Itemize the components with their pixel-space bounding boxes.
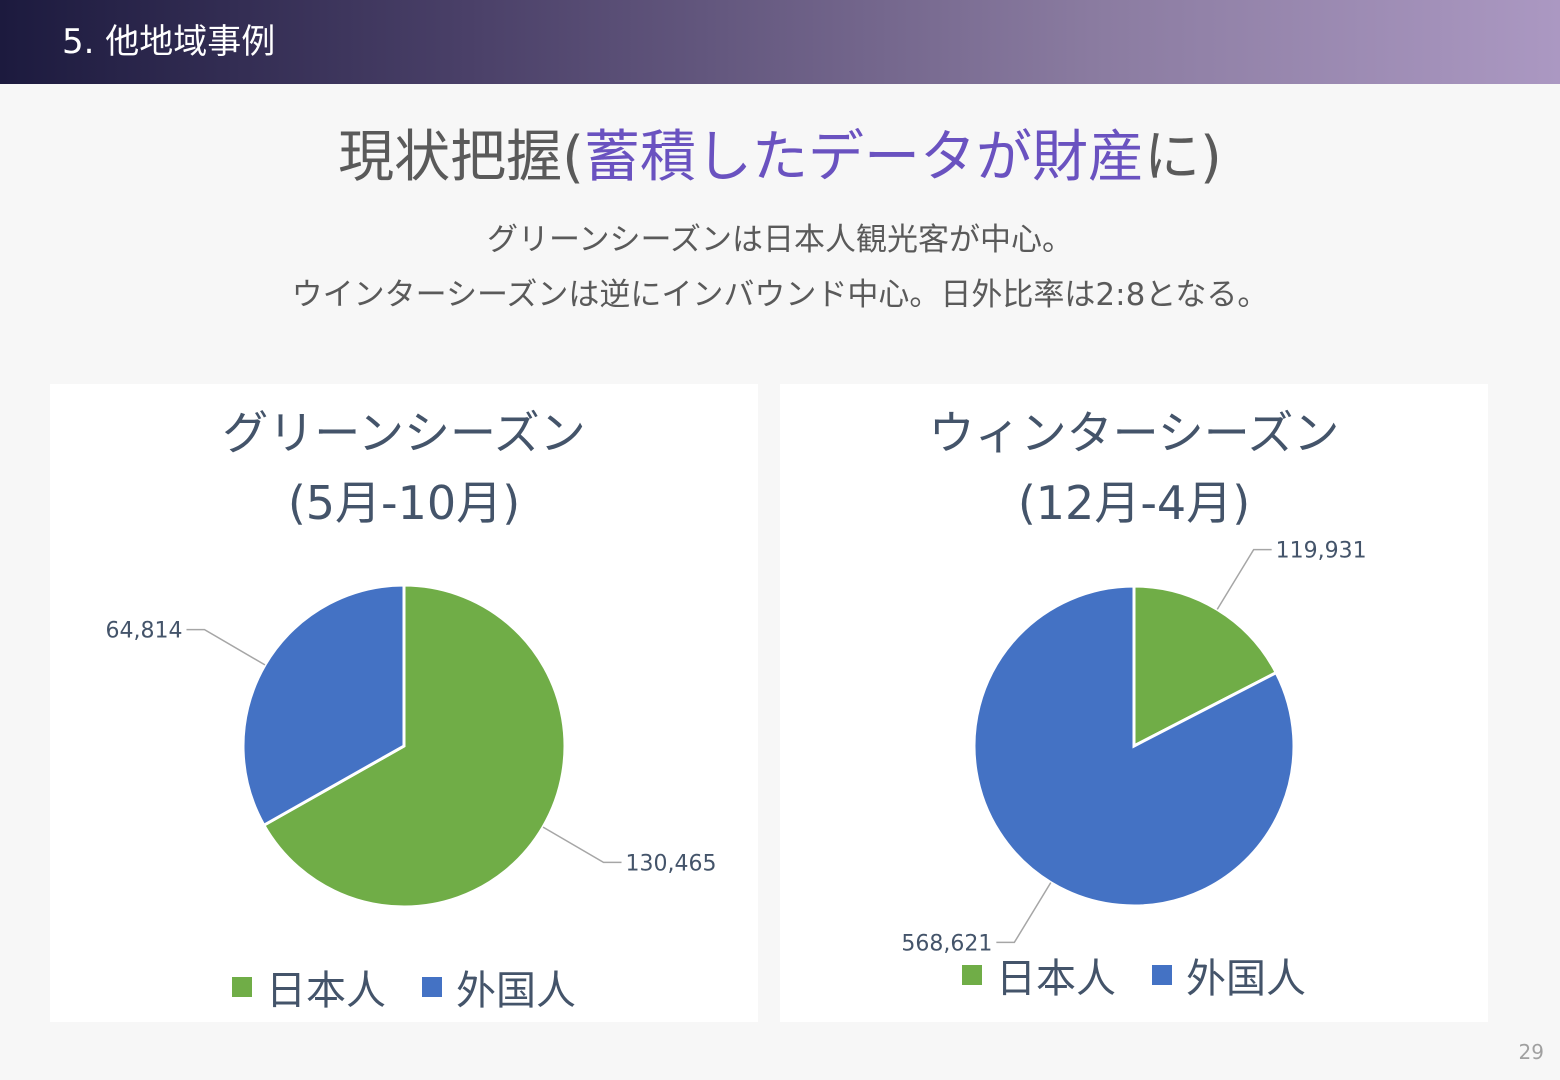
winter-season-legend: 日本人 外国人 [780,946,1488,1004]
legend-item-foreign: 外国人 [422,958,576,1016]
winter-season-chart-panel: ウィンターシーズン (12月-4月) 119,931 568,621 日本人 外国… [780,384,1488,1022]
leader-line-japanese [542,826,622,864]
main-title-accent: 蓄積したデータが財産 [584,125,1144,190]
legend-swatch-japanese [232,977,252,997]
subtitle-line-2: ウインターシーズンは逆にインバウンド中心。日外比率は2:8となる。 [291,277,1269,313]
data-label-japanese: 130,465 [626,851,717,876]
main-title-prefix: 現状把握( [338,125,584,190]
legend-label-foreign: 外国人 [456,968,576,1014]
data-label-foreign: 64,814 [105,619,182,644]
leader-line-japanese [1216,548,1272,610]
green-season-chart-period: (5月-10月) [287,476,521,530]
pie-slice-foreign [241,583,406,828]
main-title: 現状把握(蓄積したデータが財産に) [0,118,1560,198]
main-title-suffix: に) [1144,125,1222,190]
winter-season-chart-title: ウィンターシーズン [928,406,1340,460]
pie-slice-foreign [972,584,1296,908]
green-season-legend: 日本人 外国人 [50,958,758,1016]
data-label-japanese: 119,931 [1276,539,1367,564]
page-number: 29 [1518,1040,1544,1064]
winter-season-chart-period: (12月-4月) [1017,476,1251,530]
header-bar: 5. 他地域事例 [0,0,1560,84]
green-season-pie-chart: 130,465 64,814 [105,583,717,909]
subtitle-line-1: グリーンシーズンは日本人観光客が中心。 [487,222,1073,258]
legend-label-japanese: 日本人 [266,968,386,1014]
data-label-foreign: 568,621 [901,931,992,956]
legend-swatch-foreign [1152,965,1172,985]
legend-item-foreign: 外国人 [1152,946,1306,1004]
leader-line-foreign [996,882,1052,944]
green-season-chart-panel: グリーンシーズン (5月-10月) 130,465 64,814 日本人 外国人 [50,384,758,1022]
section-title: 5. 他地域事例 [62,22,276,62]
pie-slice-japanese [1132,584,1279,749]
legend-item-japanese: 日本人 [962,946,1116,1004]
green-season-chart-title: グリーンシーズン [222,406,586,460]
legend-label-foreign: 外国人 [1186,956,1306,1002]
legend-swatch-foreign [422,977,442,997]
legend-label-japanese: 日本人 [996,956,1116,1002]
legend-item-japanese: 日本人 [232,958,386,1016]
winter-season-pie-chart: 119,931 568,621 [901,539,1367,957]
legend-swatch-japanese [962,965,982,985]
leader-line-foreign [186,628,266,666]
